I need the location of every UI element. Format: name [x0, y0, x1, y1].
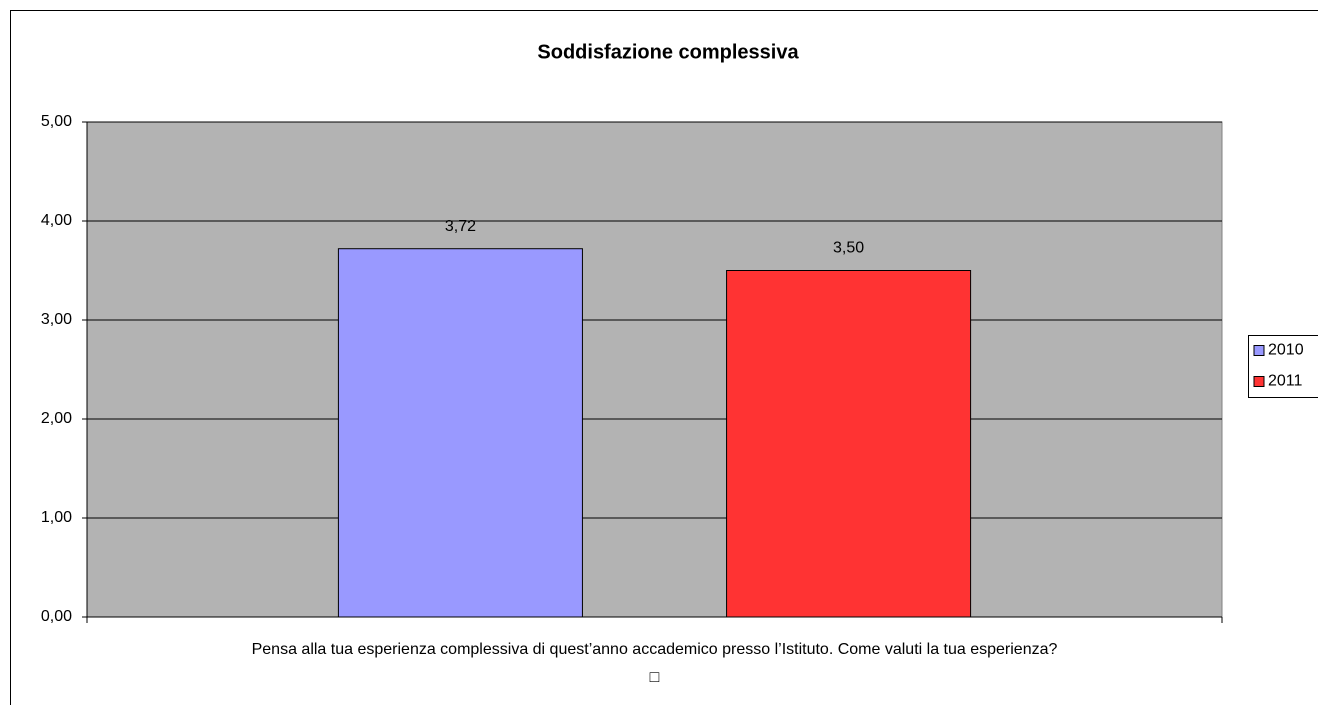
bar: [337, 248, 583, 618]
data-label: 3,50: [833, 240, 864, 257]
plot-area: [86, 121, 1223, 618]
data-label: 3,72: [445, 218, 476, 235]
legend-label: 2010: [1268, 342, 1304, 359]
legend-swatch: [1253, 345, 1265, 356]
chart-title: Soddisfazione complessiva: [537, 41, 799, 63]
y-tick-label: 1,00: [41, 509, 72, 526]
y-tick-label: 2,00: [41, 410, 72, 427]
legend-swatch: [1253, 376, 1265, 387]
legend-label: 2011: [1268, 373, 1303, 390]
bar: [726, 270, 972, 618]
y-tick-label: 4,00: [41, 212, 72, 229]
x-tick-label: Pensa alla tua esperienza complessiva di…: [251, 641, 1058, 686]
y-tick-label: 0,00: [41, 608, 72, 625]
y-tick-label: 3,00: [41, 311, 72, 328]
y-tick-label: 5,00: [41, 113, 72, 130]
